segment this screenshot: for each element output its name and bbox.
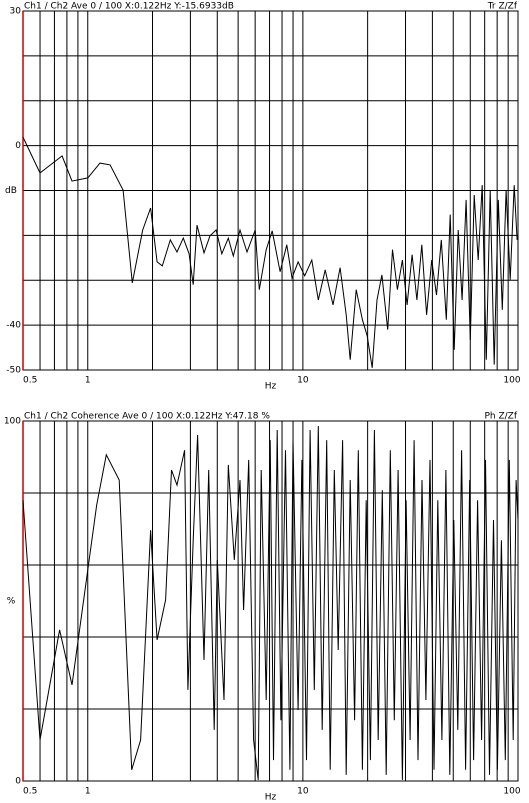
x-axis-label: Hz bbox=[265, 793, 277, 803]
trace bbox=[22, 425, 519, 780]
y-tick-label: -40 bbox=[6, 321, 21, 331]
x-tick-label: 100 bbox=[503, 787, 520, 797]
y-tick-label: 30 bbox=[10, 7, 22, 17]
x-tick-label: 1 bbox=[85, 787, 91, 797]
y-tick-label: 0 bbox=[15, 141, 21, 151]
y-tick-label: 100 bbox=[4, 417, 21, 427]
y-tick-label: -50 bbox=[6, 366, 21, 376]
header-mode: Ph Z/Zf bbox=[484, 412, 517, 422]
y-tick-label: 0 bbox=[15, 777, 21, 787]
x-tick-label: 0.5 bbox=[23, 376, 37, 386]
trace bbox=[22, 136, 518, 368]
header-mode: Tr Z/Zf bbox=[487, 2, 518, 12]
x-tick-label: 0.5 bbox=[23, 787, 37, 797]
x-tick-label: 10 bbox=[297, 787, 309, 797]
x-tick-label: 100 bbox=[503, 376, 520, 386]
y-axis-label: % bbox=[7, 597, 16, 607]
y-axis-label: dB bbox=[5, 186, 17, 196]
x-tick-label: 1 bbox=[85, 376, 91, 386]
x-axis-label: Hz bbox=[265, 382, 277, 392]
header-info: Ch1 / Ch2 Coherence Ave 0 / 100 X:0.122H… bbox=[24, 412, 270, 422]
header-info: Ch1 / Ch2 Ave 0 / 100 X:0.122Hz Y:-15.69… bbox=[24, 2, 234, 12]
x-tick-label: 10 bbox=[297, 376, 309, 386]
